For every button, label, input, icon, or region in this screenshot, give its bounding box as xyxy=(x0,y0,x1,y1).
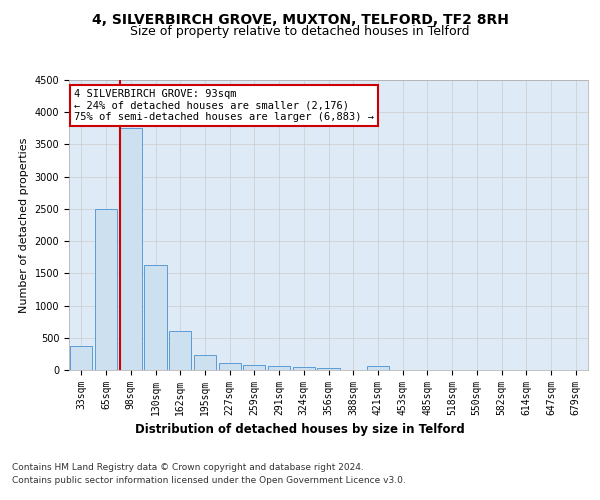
Bar xyxy=(169,332,191,370)
Bar xyxy=(95,209,117,370)
Bar xyxy=(293,368,315,370)
Text: Size of property relative to detached houses in Telford: Size of property relative to detached ho… xyxy=(130,25,470,38)
Y-axis label: Number of detached properties: Number of detached properties xyxy=(19,138,29,312)
Text: Distribution of detached houses by size in Telford: Distribution of detached houses by size … xyxy=(135,422,465,436)
Bar xyxy=(145,266,167,370)
Bar xyxy=(194,355,216,370)
Bar xyxy=(218,363,241,370)
Text: Contains public sector information licensed under the Open Government Licence v3: Contains public sector information licen… xyxy=(12,476,406,485)
Bar xyxy=(317,368,340,370)
Bar xyxy=(70,346,92,370)
Bar xyxy=(268,366,290,370)
Bar xyxy=(119,128,142,370)
Text: 4, SILVERBIRCH GROVE, MUXTON, TELFORD, TF2 8RH: 4, SILVERBIRCH GROVE, MUXTON, TELFORD, T… xyxy=(92,12,508,26)
Text: Contains HM Land Registry data © Crown copyright and database right 2024.: Contains HM Land Registry data © Crown c… xyxy=(12,462,364,471)
Bar xyxy=(243,365,265,370)
Bar xyxy=(367,366,389,370)
Text: 4 SILVERBIRCH GROVE: 93sqm
← 24% of detached houses are smaller (2,176)
75% of s: 4 SILVERBIRCH GROVE: 93sqm ← 24% of deta… xyxy=(74,88,374,122)
